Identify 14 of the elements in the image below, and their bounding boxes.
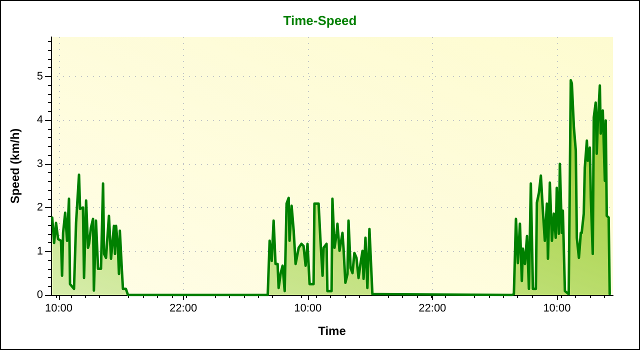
y-tick-label: 1 — [36, 245, 43, 258]
y-tick-label: 3 — [36, 158, 43, 170]
y-tick-label: 5 — [36, 70, 43, 82]
y-tick-label: 0 — [36, 289, 43, 301]
x-tick-label: 10:00 — [543, 302, 571, 314]
y-axis-title: Speed (km/h) — [8, 128, 22, 204]
x-tick-label: 22:00 — [170, 302, 198, 314]
x-axis-title: Time — [318, 324, 346, 338]
y-tick-label: 4 — [36, 114, 43, 126]
chart-title: Time-Speed — [283, 13, 357, 28]
x-tick-label: 10:00 — [45, 302, 73, 314]
y-tick-label: 2 — [36, 202, 43, 214]
x-tick-label: 22:00 — [418, 302, 446, 314]
x-tick-label: 10:00 — [294, 302, 322, 314]
